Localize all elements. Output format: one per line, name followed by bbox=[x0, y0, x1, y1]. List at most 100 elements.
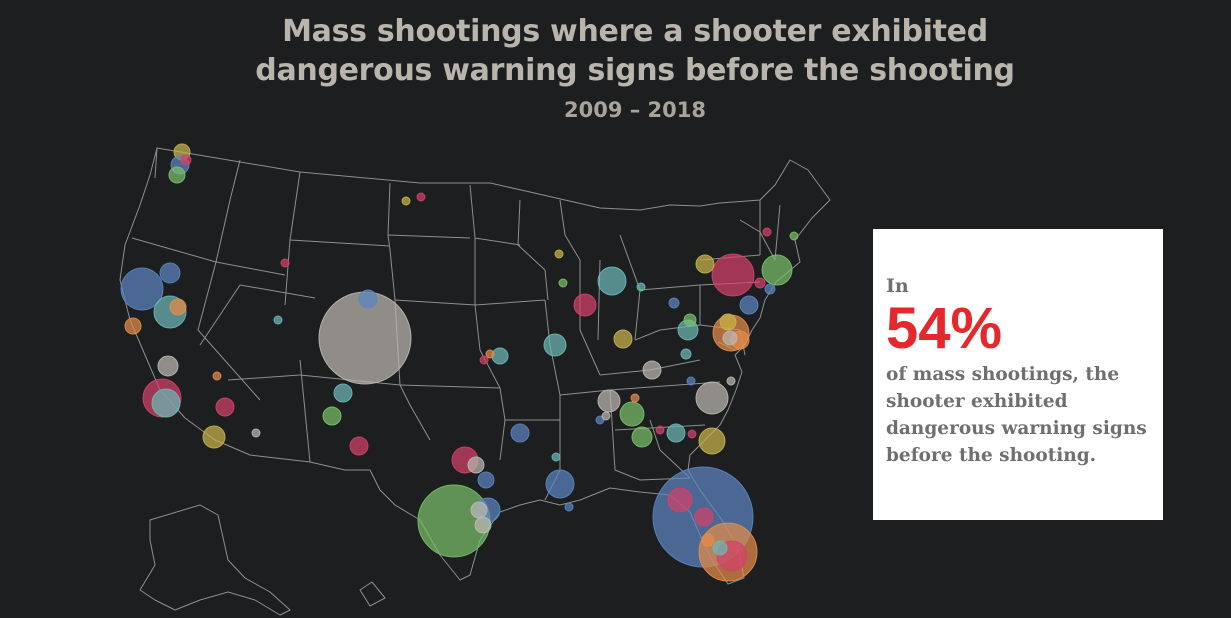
incident-marker-red[interactable] bbox=[280, 258, 290, 268]
incident-marker-orange[interactable] bbox=[630, 393, 640, 403]
state-border bbox=[154, 147, 158, 179]
incident-marker-red[interactable] bbox=[479, 355, 489, 365]
incident-marker-red[interactable] bbox=[349, 436, 369, 456]
incident-marker-red[interactable] bbox=[573, 293, 597, 317]
incident-marker-gray[interactable] bbox=[251, 428, 261, 438]
incident-marker-blue[interactable] bbox=[739, 295, 759, 315]
incident-marker-yellow[interactable] bbox=[698, 427, 726, 455]
incident-marker-yellow[interactable] bbox=[695, 254, 715, 274]
incident-marker-teal[interactable] bbox=[543, 333, 567, 357]
state-border bbox=[299, 359, 311, 463]
incident-marker-orange[interactable] bbox=[169, 298, 187, 316]
incident-marker-red[interactable] bbox=[754, 277, 766, 289]
state-border bbox=[774, 204, 781, 261]
incident-marker-teal[interactable] bbox=[712, 540, 728, 556]
incident-marker-yellow[interactable] bbox=[202, 425, 226, 449]
incident-marker-gray[interactable] bbox=[726, 376, 736, 386]
incident-marker-teal[interactable] bbox=[551, 452, 561, 462]
incident-marker-green[interactable] bbox=[322, 406, 342, 426]
incident-marker-green[interactable] bbox=[631, 426, 653, 448]
incident-marker-blue[interactable] bbox=[510, 423, 530, 443]
stat-callout-card: In 54% of mass shootings, the shooter ex… bbox=[873, 229, 1163, 520]
incident-marker-yellow[interactable] bbox=[401, 196, 411, 206]
state-border bbox=[215, 261, 286, 276]
incident-marker-green[interactable] bbox=[558, 278, 568, 288]
incident-marker-green[interactable] bbox=[168, 166, 186, 184]
state-border bbox=[399, 384, 501, 389]
incident-marker-teal[interactable] bbox=[491, 347, 509, 365]
state-border bbox=[131, 237, 217, 263]
incident-marker-blue[interactable] bbox=[564, 502, 574, 512]
incident-marker-teal[interactable] bbox=[597, 266, 627, 296]
state-border bbox=[517, 199, 546, 271]
state-border bbox=[284, 239, 291, 306]
state-border bbox=[649, 419, 691, 479]
state-border bbox=[469, 184, 481, 351]
incident-marker-yellow[interactable] bbox=[554, 249, 564, 259]
state-border bbox=[239, 284, 316, 299]
incident-marker-yellow[interactable] bbox=[719, 313, 737, 331]
incident-marker-red[interactable] bbox=[416, 192, 426, 202]
incident-marker-red[interactable] bbox=[180, 154, 192, 166]
incident-marker-gray[interactable] bbox=[157, 355, 179, 377]
state-border bbox=[389, 249, 396, 301]
incident-marker-gray[interactable] bbox=[470, 501, 488, 519]
state-border bbox=[215, 159, 241, 263]
incident-marker-orange[interactable] bbox=[124, 317, 142, 335]
incident-marker-gray[interactable] bbox=[474, 516, 492, 534]
incident-marker-blue[interactable] bbox=[159, 262, 181, 284]
incident-marker-red[interactable] bbox=[711, 253, 755, 297]
state-border bbox=[399, 384, 431, 441]
state-border bbox=[499, 387, 506, 461]
incident-marker-blue[interactable] bbox=[358, 289, 378, 309]
state-border bbox=[387, 182, 391, 251]
incident-marker-teal[interactable] bbox=[666, 423, 686, 443]
incident-marker-orange[interactable] bbox=[485, 349, 495, 359]
state-border bbox=[199, 284, 241, 346]
incident-marker-gray[interactable] bbox=[722, 330, 738, 346]
incident-marker-gray[interactable] bbox=[642, 360, 662, 380]
state-border bbox=[739, 219, 761, 233]
incident-marker-red[interactable] bbox=[655, 425, 665, 435]
incident-marker-green[interactable] bbox=[683, 313, 697, 327]
incident-marker-green[interactable] bbox=[761, 254, 793, 286]
incident-marker-orange[interactable] bbox=[212, 371, 222, 381]
incident-marker-teal[interactable] bbox=[636, 282, 646, 292]
incident-marker-gray[interactable] bbox=[601, 411, 611, 421]
incident-marker-blue[interactable] bbox=[477, 471, 495, 489]
state-border bbox=[579, 260, 601, 376]
incident-marker-blue[interactable] bbox=[764, 283, 776, 295]
callout-stat-percent: 54% bbox=[886, 296, 1003, 361]
state-border bbox=[609, 381, 721, 391]
incident-marker-blue[interactable] bbox=[545, 469, 575, 499]
incident-marker-red[interactable] bbox=[667, 487, 693, 513]
state-border bbox=[639, 284, 701, 291]
incident-marker-blue[interactable] bbox=[686, 376, 696, 386]
incident-marker-gray[interactable] bbox=[695, 381, 729, 415]
incident-marker-blue[interactable] bbox=[120, 267, 164, 311]
incident-marker-gray[interactable] bbox=[467, 456, 485, 474]
incident-marker-teal[interactable] bbox=[273, 315, 283, 325]
incident-marker-teal[interactable] bbox=[151, 388, 181, 418]
state-border bbox=[474, 299, 546, 306]
state-border bbox=[289, 171, 391, 247]
incident-marker-blue[interactable] bbox=[668, 297, 680, 309]
incident-marker-gray[interactable] bbox=[597, 389, 621, 413]
title-line-2: dangerous warning signs before the shoot… bbox=[255, 53, 1015, 88]
incident-marker-red[interactable] bbox=[762, 227, 772, 237]
state-border bbox=[359, 581, 386, 607]
state-border bbox=[559, 199, 581, 261]
state-border bbox=[139, 504, 291, 616]
incident-marker-red[interactable] bbox=[215, 397, 235, 417]
incident-marker-teal[interactable] bbox=[680, 348, 692, 360]
incident-marker-yellow[interactable] bbox=[613, 329, 633, 349]
incident-marker-red[interactable] bbox=[687, 429, 697, 439]
incident-marker-red[interactable] bbox=[694, 507, 714, 527]
incident-marker-orange[interactable] bbox=[701, 533, 715, 547]
incident-marker-green[interactable] bbox=[789, 231, 799, 241]
page-title: Mass shootings where a shooter exhibited… bbox=[0, 12, 1231, 90]
state-border bbox=[394, 299, 476, 306]
incident-marker-teal[interactable] bbox=[333, 383, 353, 403]
incident-marker-green[interactable] bbox=[619, 401, 645, 427]
